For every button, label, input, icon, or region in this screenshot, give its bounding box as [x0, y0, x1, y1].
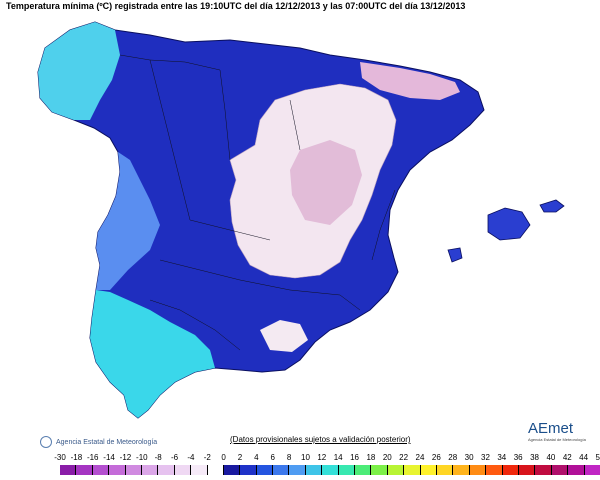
legend-swatch — [486, 465, 503, 475]
region-sierra-nevada — [260, 320, 308, 352]
balearic-mallorca — [487, 207, 531, 241]
aemet-logo: AEmet Agencia Estatal de Meteorología — [520, 420, 590, 444]
aemet-brand-sub: Agencia Estatal de Meteorología — [528, 437, 586, 442]
region-southwest — [90, 290, 215, 418]
legend-tick-label: 50 — [595, 453, 600, 462]
legend-tick-label: -14 — [103, 453, 115, 462]
legend-tick-label: -4 — [187, 453, 195, 462]
legend-swatch — [109, 465, 126, 475]
legend-tick-label: 44 — [579, 453, 589, 462]
legend-swatch — [305, 465, 323, 475]
legend-swatch — [338, 465, 356, 475]
legend-swatch — [256, 465, 274, 475]
legend-swatch — [207, 465, 224, 475]
legend-tick-label: 0 — [221, 453, 226, 462]
agency-credit: Agencia Estatal de Meteorología — [40, 436, 157, 448]
legend-tick-label: 18 — [366, 453, 376, 462]
legend-tick-label: 38 — [530, 453, 539, 462]
legend-swatch — [125, 465, 142, 475]
legend-tick-label: -6 — [170, 453, 179, 462]
legend-swatch — [355, 465, 372, 475]
temperature-map — [37, 21, 565, 419]
legend-swatch — [404, 465, 421, 475]
agency-label: Agencia Estatal de Meteorología — [56, 438, 158, 446]
map-title: Temperatura mínima (ºC) registrada entre… — [6, 1, 466, 11]
legend-tick-label: 36 — [513, 453, 523, 462]
legend-tick-label: -30 — [54, 453, 66, 462]
legend-tick-label: 4 — [254, 453, 259, 462]
legend-tick-label: 12 — [317, 453, 327, 462]
legend-swatch — [551, 465, 569, 475]
aemet-brand: AEmet — [528, 420, 574, 437]
legend-swatch — [502, 465, 519, 475]
balearic-menorca — [539, 199, 565, 213]
legend-swatch — [141, 465, 159, 475]
legend-swatch — [223, 465, 241, 475]
legend-tick-label: 40 — [546, 453, 556, 462]
legend-tick-label: 26 — [431, 453, 441, 462]
legend-tick-label: -16 — [86, 453, 99, 462]
legend-swatch — [289, 465, 306, 475]
legend-swatch — [76, 465, 93, 475]
legend-tick-label: 16 — [350, 453, 359, 462]
legend-swatch — [469, 465, 487, 475]
legend-tick-labels: -30 -18 -16 -14 -12 -10 -8 -6 -4 -2 0 2 4 6 8 10 12 14 16 1… — [54, 453, 600, 465]
agency-logo-icon — [40, 436, 52, 448]
legend-tick-label: -2 — [203, 453, 211, 462]
balearic-ibiza — [447, 247, 463, 263]
legend-swatch — [191, 465, 208, 475]
legend-tick-label: -12 — [119, 453, 132, 462]
legend-swatch — [273, 465, 290, 475]
legend-swatch — [436, 465, 454, 475]
legend-tick-label: 42 — [562, 453, 572, 462]
legend-tick-label: 22 — [399, 453, 409, 462]
legend-tick-label: 8 — [286, 453, 292, 462]
legend-tick-label: 34 — [497, 453, 507, 462]
legend-tick-label: 20 — [382, 453, 392, 462]
province-borders — [119, 54, 396, 351]
legend-tick-label: 2 — [237, 453, 243, 462]
region-pyrenees — [360, 62, 460, 100]
legend-tick-label: 14 — [333, 453, 343, 462]
legend-color-bar — [60, 465, 600, 475]
legend-swatch — [387, 465, 405, 475]
legend-tick-label: 6 — [270, 453, 275, 462]
legend-swatch — [158, 465, 175, 475]
legend-swatch — [240, 465, 257, 475]
legend-swatch — [174, 465, 192, 475]
legend-swatch — [535, 465, 552, 475]
legend-swatch — [60, 465, 77, 475]
legend-swatch — [322, 465, 339, 475]
legend-swatch — [420, 465, 437, 475]
legend-tick-label: 32 — [481, 453, 490, 462]
legend-swatch — [568, 465, 585, 475]
region-portugal-coast — [96, 152, 160, 290]
legend-tick-label: -10 — [136, 453, 148, 462]
legend-tick-label: 30 — [464, 453, 474, 462]
legend-swatch — [584, 465, 600, 475]
legend-tick-label: 10 — [301, 453, 310, 462]
legend-tick-label: 28 — [448, 453, 458, 462]
disclaimer-text: (Datos provisionales sujetos a validació… — [230, 435, 411, 444]
region-galicia — [38, 22, 120, 120]
region-cold-core — [290, 140, 362, 225]
legend-swatch — [371, 465, 388, 475]
legend-swatch — [453, 465, 470, 475]
legend-tick-label: 24 — [415, 453, 425, 462]
legend-tick-label: -8 — [154, 453, 162, 462]
legend-swatch — [92, 465, 110, 475]
legend-swatch — [518, 465, 536, 475]
legend-tick-label: -18 — [70, 453, 83, 462]
